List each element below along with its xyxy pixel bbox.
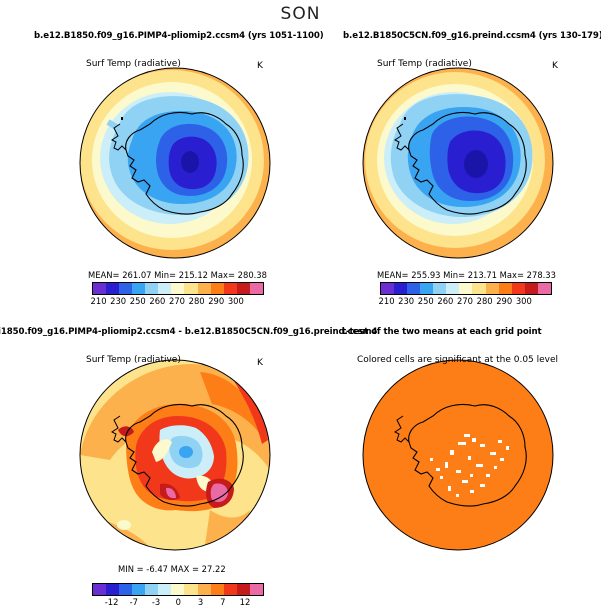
panel3-colorbar-swatch	[93, 584, 107, 595]
panel1-colorbar-tick-label: 210	[90, 296, 107, 306]
panel2-colorbar-swatch	[433, 283, 447, 294]
panel2-title: b.e12.B1850C5CN.f09_g16.preind.ccsm4 (yr…	[343, 31, 601, 41]
panel4-variable: Colored cells are significant at the 0.0…	[357, 355, 559, 365]
panel1-colorbar-swatch	[249, 283, 263, 294]
panel4-field	[363, 360, 553, 550]
panel2-colorbar-swatch	[511, 283, 525, 294]
panel1-colorbar-swatch	[119, 283, 133, 294]
panel2-colorbar-swatch	[537, 283, 551, 294]
panel2-colorbar-tick-label: 300	[515, 296, 532, 306]
panel3-colorbar-swatch	[106, 584, 120, 595]
panel3-colorbar-swatch	[210, 584, 224, 595]
panel1-colorbar-ticks: 210 230 250 260 270 280 290 300	[90, 296, 262, 308]
panel1-variable: Surf Temp (radiative)	[86, 59, 181, 69]
panel2-colorbar-tick-label: 210	[378, 296, 395, 306]
panel2-colorbar-tick-label: 250	[417, 296, 434, 306]
panel1-field	[80, 68, 270, 258]
panel3-colorbar-tick-label: -7	[129, 597, 139, 607]
panel3-unit: K	[257, 358, 263, 368]
panel1-colorbar	[92, 282, 264, 295]
panel3-colorbar-tick-label: -12	[104, 597, 119, 607]
panel2-colorbar-tick-label: 290	[496, 296, 513, 306]
panel2-colorbar-swatch	[394, 283, 408, 294]
panel1-colorbar-swatch	[197, 283, 211, 294]
panel1-colorbar-tick-label: 300	[227, 296, 244, 306]
panel3-colorbar-tick-label: 7	[220, 597, 226, 607]
panel2-stats: MEAN= 255.93 Min= 213.71 Max= 278.33	[377, 270, 556, 280]
panel1-colorbar-swatch	[171, 283, 185, 294]
panel2-field	[363, 68, 553, 258]
panel3-colorbar-swatch	[119, 584, 133, 595]
panel1-colorbar-swatch	[106, 283, 120, 294]
panel3-variable: Surf Temp (radiative)	[86, 355, 181, 365]
panel3-colorbar	[92, 583, 264, 596]
panel2-colorbar-swatch	[498, 283, 512, 294]
panel3-colorbar-swatch	[223, 584, 237, 595]
panel1-colorbar-swatch	[223, 283, 237, 294]
panel1-colorbar-swatch	[158, 283, 172, 294]
panel3-colorbar-tick-label: 12	[239, 597, 251, 607]
panel2-colorbar-tick-label: 270	[457, 296, 473, 306]
panel3-colorbar-swatch	[158, 584, 172, 595]
panel3-colorbar-swatch	[132, 584, 146, 595]
panel2-colorbar-swatch	[407, 283, 421, 294]
panel1-colorbar-swatch	[145, 283, 159, 294]
panel3-colorbar-tick-label: 3	[197, 597, 204, 607]
panel3-title: i1850.f09_g16.PIMP4-pliomip2.ccsm4 - b.e…	[0, 327, 378, 337]
panel3-colorbar-swatch	[249, 584, 263, 595]
panel1-colorbar-tick-label: 280	[188, 296, 205, 306]
panel1-stats: MEAN= 261.07 Min= 215.12 Max= 280.38	[88, 270, 267, 280]
panel2-colorbar-swatch	[472, 283, 486, 294]
panel2-colorbar-swatch	[485, 283, 499, 294]
panel1-colorbar-tick-label: 260	[149, 296, 166, 306]
panel2-colorbar-swatch	[446, 283, 460, 294]
panel3-colorbar-swatch	[197, 584, 211, 595]
panel3-stats: MIN = -6.47 MAX = 27.22	[118, 564, 226, 574]
panel3-field	[80, 360, 270, 550]
panel1-colorbar-swatch	[93, 283, 107, 294]
panel3-colorbar-ticks: -12 -7 -3 0 3 7 12	[92, 597, 262, 609]
panel1-unit: K	[257, 61, 263, 71]
panel3-colorbar-tick-label: 0	[175, 597, 181, 607]
panel3-colorbar-swatch	[184, 584, 198, 595]
panel2-variable: Surf Temp (radiative)	[377, 59, 472, 69]
panel1-colorbar-swatch	[210, 283, 224, 294]
panel2-colorbar-tick-label: 230	[398, 296, 415, 306]
panel4-title: t-test of the two means at each grid poi…	[342, 327, 542, 337]
season-title: SON	[280, 4, 321, 24]
panel1-colorbar-swatch	[184, 283, 198, 294]
panel2-colorbar-swatch	[381, 283, 395, 294]
panel2-colorbar-swatch	[524, 283, 538, 294]
panel1-colorbar-tick-label: 250	[129, 296, 146, 306]
panel3-colorbar-swatch	[171, 584, 185, 595]
panel2-unit: K	[552, 61, 558, 71]
panel1-title: b.e12.B1850.f09_g16.PIMP4-pliomip2.ccsm4…	[34, 31, 324, 41]
panel1-colorbar-tick-label: 290	[208, 296, 225, 306]
panel2-colorbar	[380, 282, 552, 295]
panel1-colorbar-swatch	[236, 283, 250, 294]
panel2-colorbar-swatch	[459, 283, 473, 294]
panel3-colorbar-swatch	[145, 584, 159, 595]
panel2-colorbar-tick-label: 260	[437, 296, 454, 306]
panel2-colorbar-ticks: 210 230 250 260 270 280 290 300	[378, 296, 550, 308]
panel2-colorbar-tick-label: 280	[476, 296, 493, 306]
panel1-colorbar-tick-label: 270	[169, 296, 185, 306]
panel1-colorbar-tick-label: 230	[110, 296, 127, 306]
panel2-colorbar-swatch	[420, 283, 434, 294]
panel1-colorbar-swatch	[132, 283, 146, 294]
panel3-colorbar-tick-label: -3	[151, 597, 161, 607]
panel3-colorbar-swatch	[236, 584, 250, 595]
